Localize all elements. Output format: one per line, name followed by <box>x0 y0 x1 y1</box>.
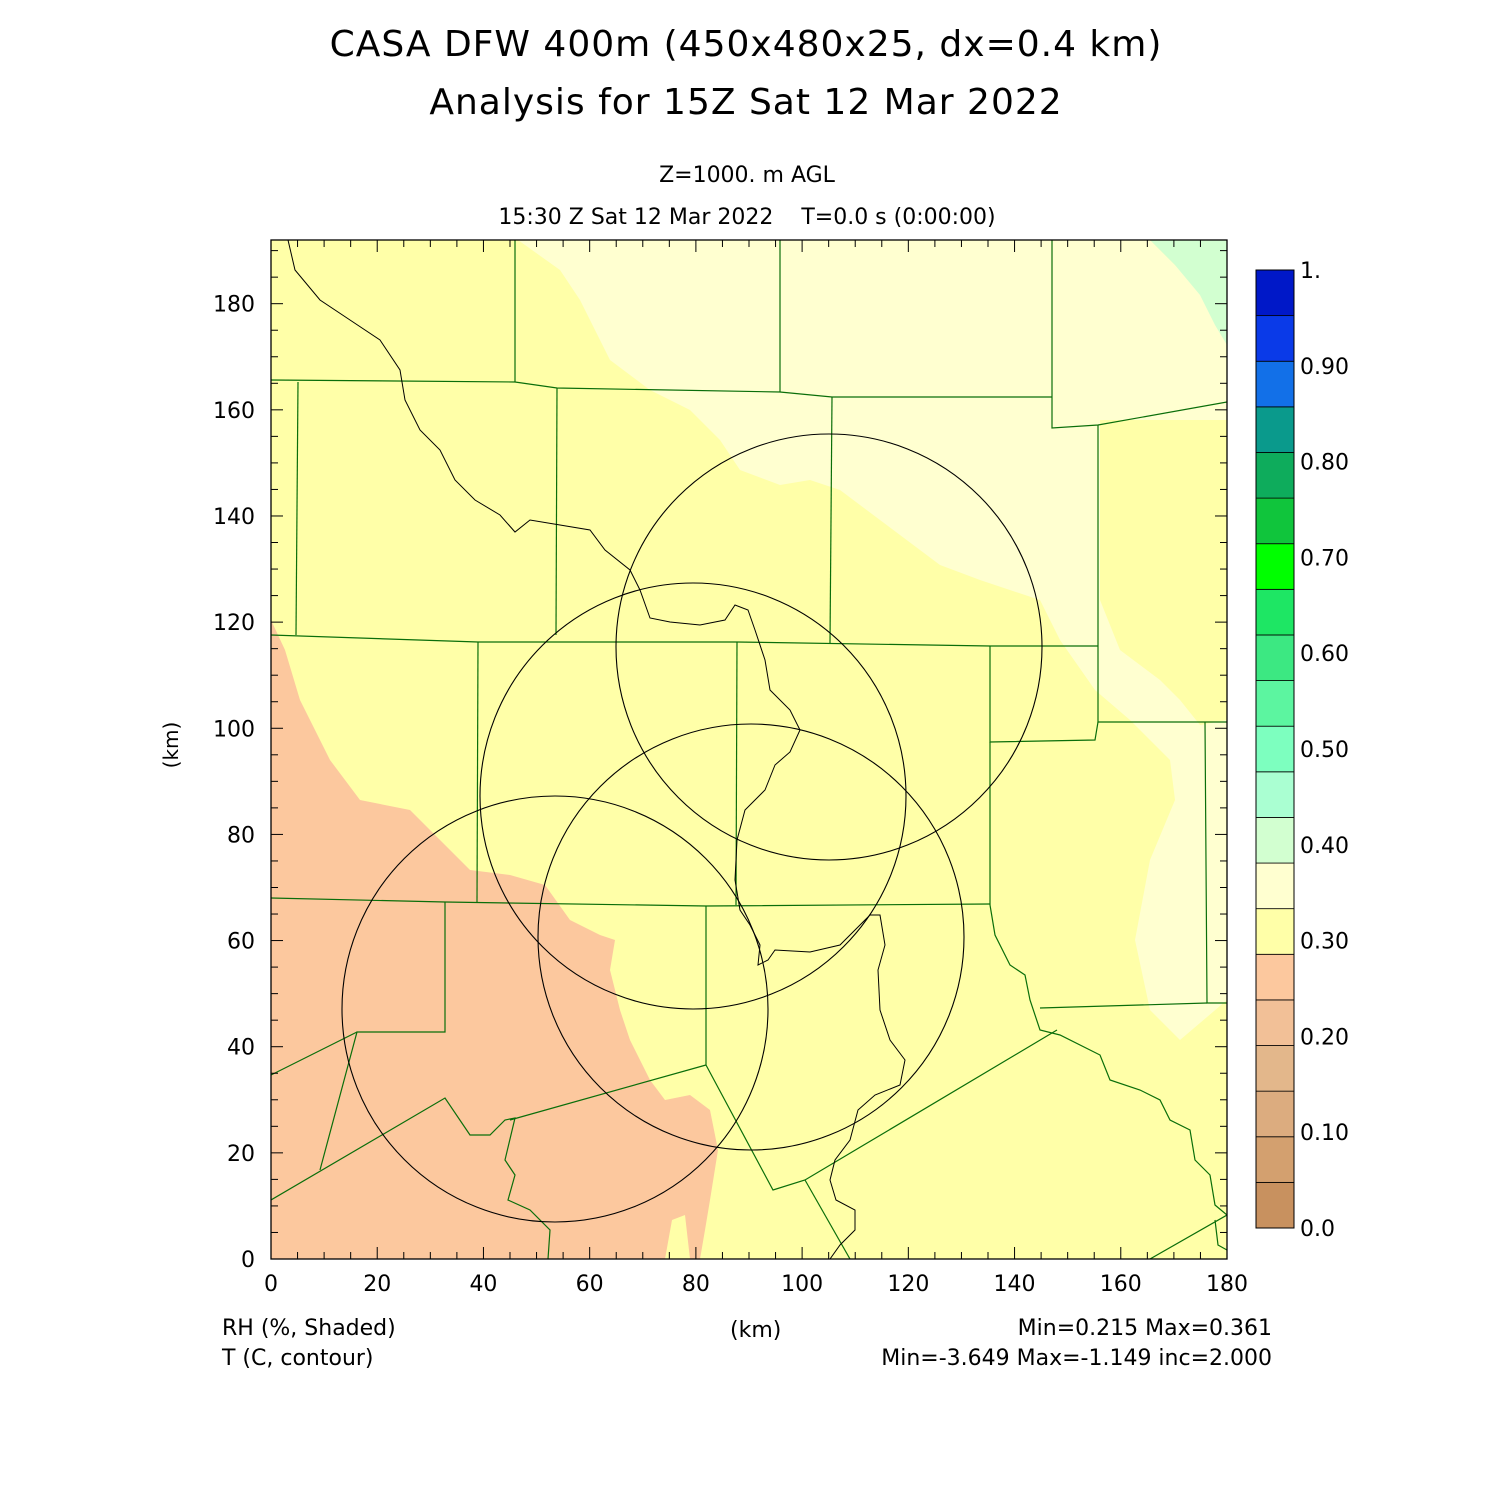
y-tick-label: 40 <box>227 1036 255 1061</box>
colorbar-label: 0.30 <box>1300 930 1349 955</box>
colorbar-swatch <box>1255 634 1295 681</box>
colorbar-label: 0.90 <box>1300 355 1349 380</box>
colorbar-label: 0.0 <box>1300 1217 1335 1242</box>
x-tick-label: 80 <box>682 1272 710 1297</box>
x-tick-label: 40 <box>469 1272 497 1297</box>
y-tick-label: 180 <box>213 293 255 318</box>
y-tick-label: 0 <box>241 1248 255 1273</box>
colorbar-swatch <box>1255 1181 1295 1229</box>
colorbar-label: 0.80 <box>1300 451 1349 476</box>
rh-dry-region <box>271 620 718 1259</box>
y-tick-label: 140 <box>213 505 255 530</box>
colorbar-label: 1. <box>1300 259 1321 284</box>
radar-ring-4 <box>341 795 769 1223</box>
county-boundaries <box>271 240 1227 1259</box>
rh-mid-inner <box>1100 420 1227 725</box>
colorbar-swatch <box>1255 1045 1295 1092</box>
colorbar-swatch <box>1255 1136 1295 1183</box>
colorbar-swatch <box>1255 497 1295 545</box>
radar-ring-3 <box>537 723 965 1151</box>
colorbar-label: 0.40 <box>1300 834 1349 859</box>
rh-green-corner <box>1150 240 1227 345</box>
colorbar-swatch <box>1255 953 1295 1001</box>
plot-title-line1: CASA DFW 400m (450x480x25, dx=0.4 km) <box>329 24 1163 65</box>
colorbar-swatch <box>1255 908 1295 955</box>
colorbar-swatch <box>1255 452 1295 499</box>
colorbar-swatch <box>1255 862 1295 910</box>
colorbar-swatch <box>1255 406 1295 453</box>
x-tick-label: 100 <box>781 1272 823 1297</box>
colorbar: 1. 0.90 0.80 0.70 0.60 0.50 0.40 0.30 0.20 0.10 0.… <box>1255 259 1349 1242</box>
rh-moist-region <box>518 240 1227 1040</box>
colorbar-swatch <box>1255 588 1295 636</box>
colorbar-label: 0.10 <box>1300 1121 1349 1146</box>
temperature-contour-and-river <box>287 240 906 1259</box>
colorbar-label: 0.70 <box>1300 546 1349 571</box>
y-tick-label: 80 <box>227 823 255 848</box>
colorbar-swatch <box>1255 543 1295 590</box>
x-tick-label: 140 <box>994 1272 1036 1297</box>
colorbar-swatch <box>1255 269 1295 317</box>
y-tick-label: 160 <box>213 399 255 424</box>
x-tick-label: 60 <box>576 1272 604 1297</box>
radar-ring-1 <box>615 433 1043 861</box>
plot-title-line2: Analysis for 15Z Sat 12 Mar 2022 <box>429 82 1063 123</box>
contour-stats: Min=-3.649 Max=-1.149 inc=2.000 <box>881 1346 1272 1371</box>
plot-frame: 0 20 40 60 80 100 120 140 160 180 0 20 40 60 80 100 120 1… <box>213 239 1248 1297</box>
valid-time-label: 15:30 Z Sat 12 Mar 2022 T=0.0 s (0:00:00… <box>498 205 996 230</box>
colorbar-swatch <box>1255 771 1295 818</box>
y-tick-label: 60 <box>227 930 255 955</box>
colorbar-label: 0.50 <box>1300 738 1349 763</box>
x-tick-label: 0 <box>264 1272 278 1297</box>
colorbar-swatch <box>1255 315 1295 362</box>
x-tick-label: 20 <box>363 1272 391 1297</box>
shaded-stats: Min=0.215 Max=0.361 <box>1017 1316 1272 1341</box>
colorbar-swatch <box>1255 999 1295 1046</box>
x-tick-label: 180 <box>1206 1272 1248 1297</box>
shaded-field-label: RH (%, Shaded) <box>222 1316 396 1341</box>
colorbar-swatch <box>1255 817 1295 864</box>
colorbar-swatch <box>1255 360 1295 408</box>
plot-area <box>271 240 1227 1259</box>
x-tick-label: 160 <box>1100 1272 1142 1297</box>
colorbar-label: 0.60 <box>1300 642 1349 667</box>
y-tick-label: 100 <box>213 717 255 742</box>
contour-field-label: T (C, contour) <box>222 1346 374 1371</box>
radar-ring-2 <box>479 582 907 1010</box>
x-axis-label: (km) <box>730 1318 782 1343</box>
level-label: Z=1000. m AGL <box>659 163 835 188</box>
colorbar-swatch <box>1255 725 1295 773</box>
radar-range-rings <box>341 433 1043 1223</box>
colorbar-swatch <box>1255 680 1295 727</box>
colorbar-swatch <box>1255 1090 1295 1138</box>
y-axis-label: (km) <box>159 722 183 769</box>
y-tick-label: 120 <box>213 611 255 636</box>
y-tick-label: 20 <box>227 1142 255 1167</box>
colorbar-label: 0.20 <box>1300 1025 1349 1050</box>
x-tick-label: 120 <box>887 1272 929 1297</box>
